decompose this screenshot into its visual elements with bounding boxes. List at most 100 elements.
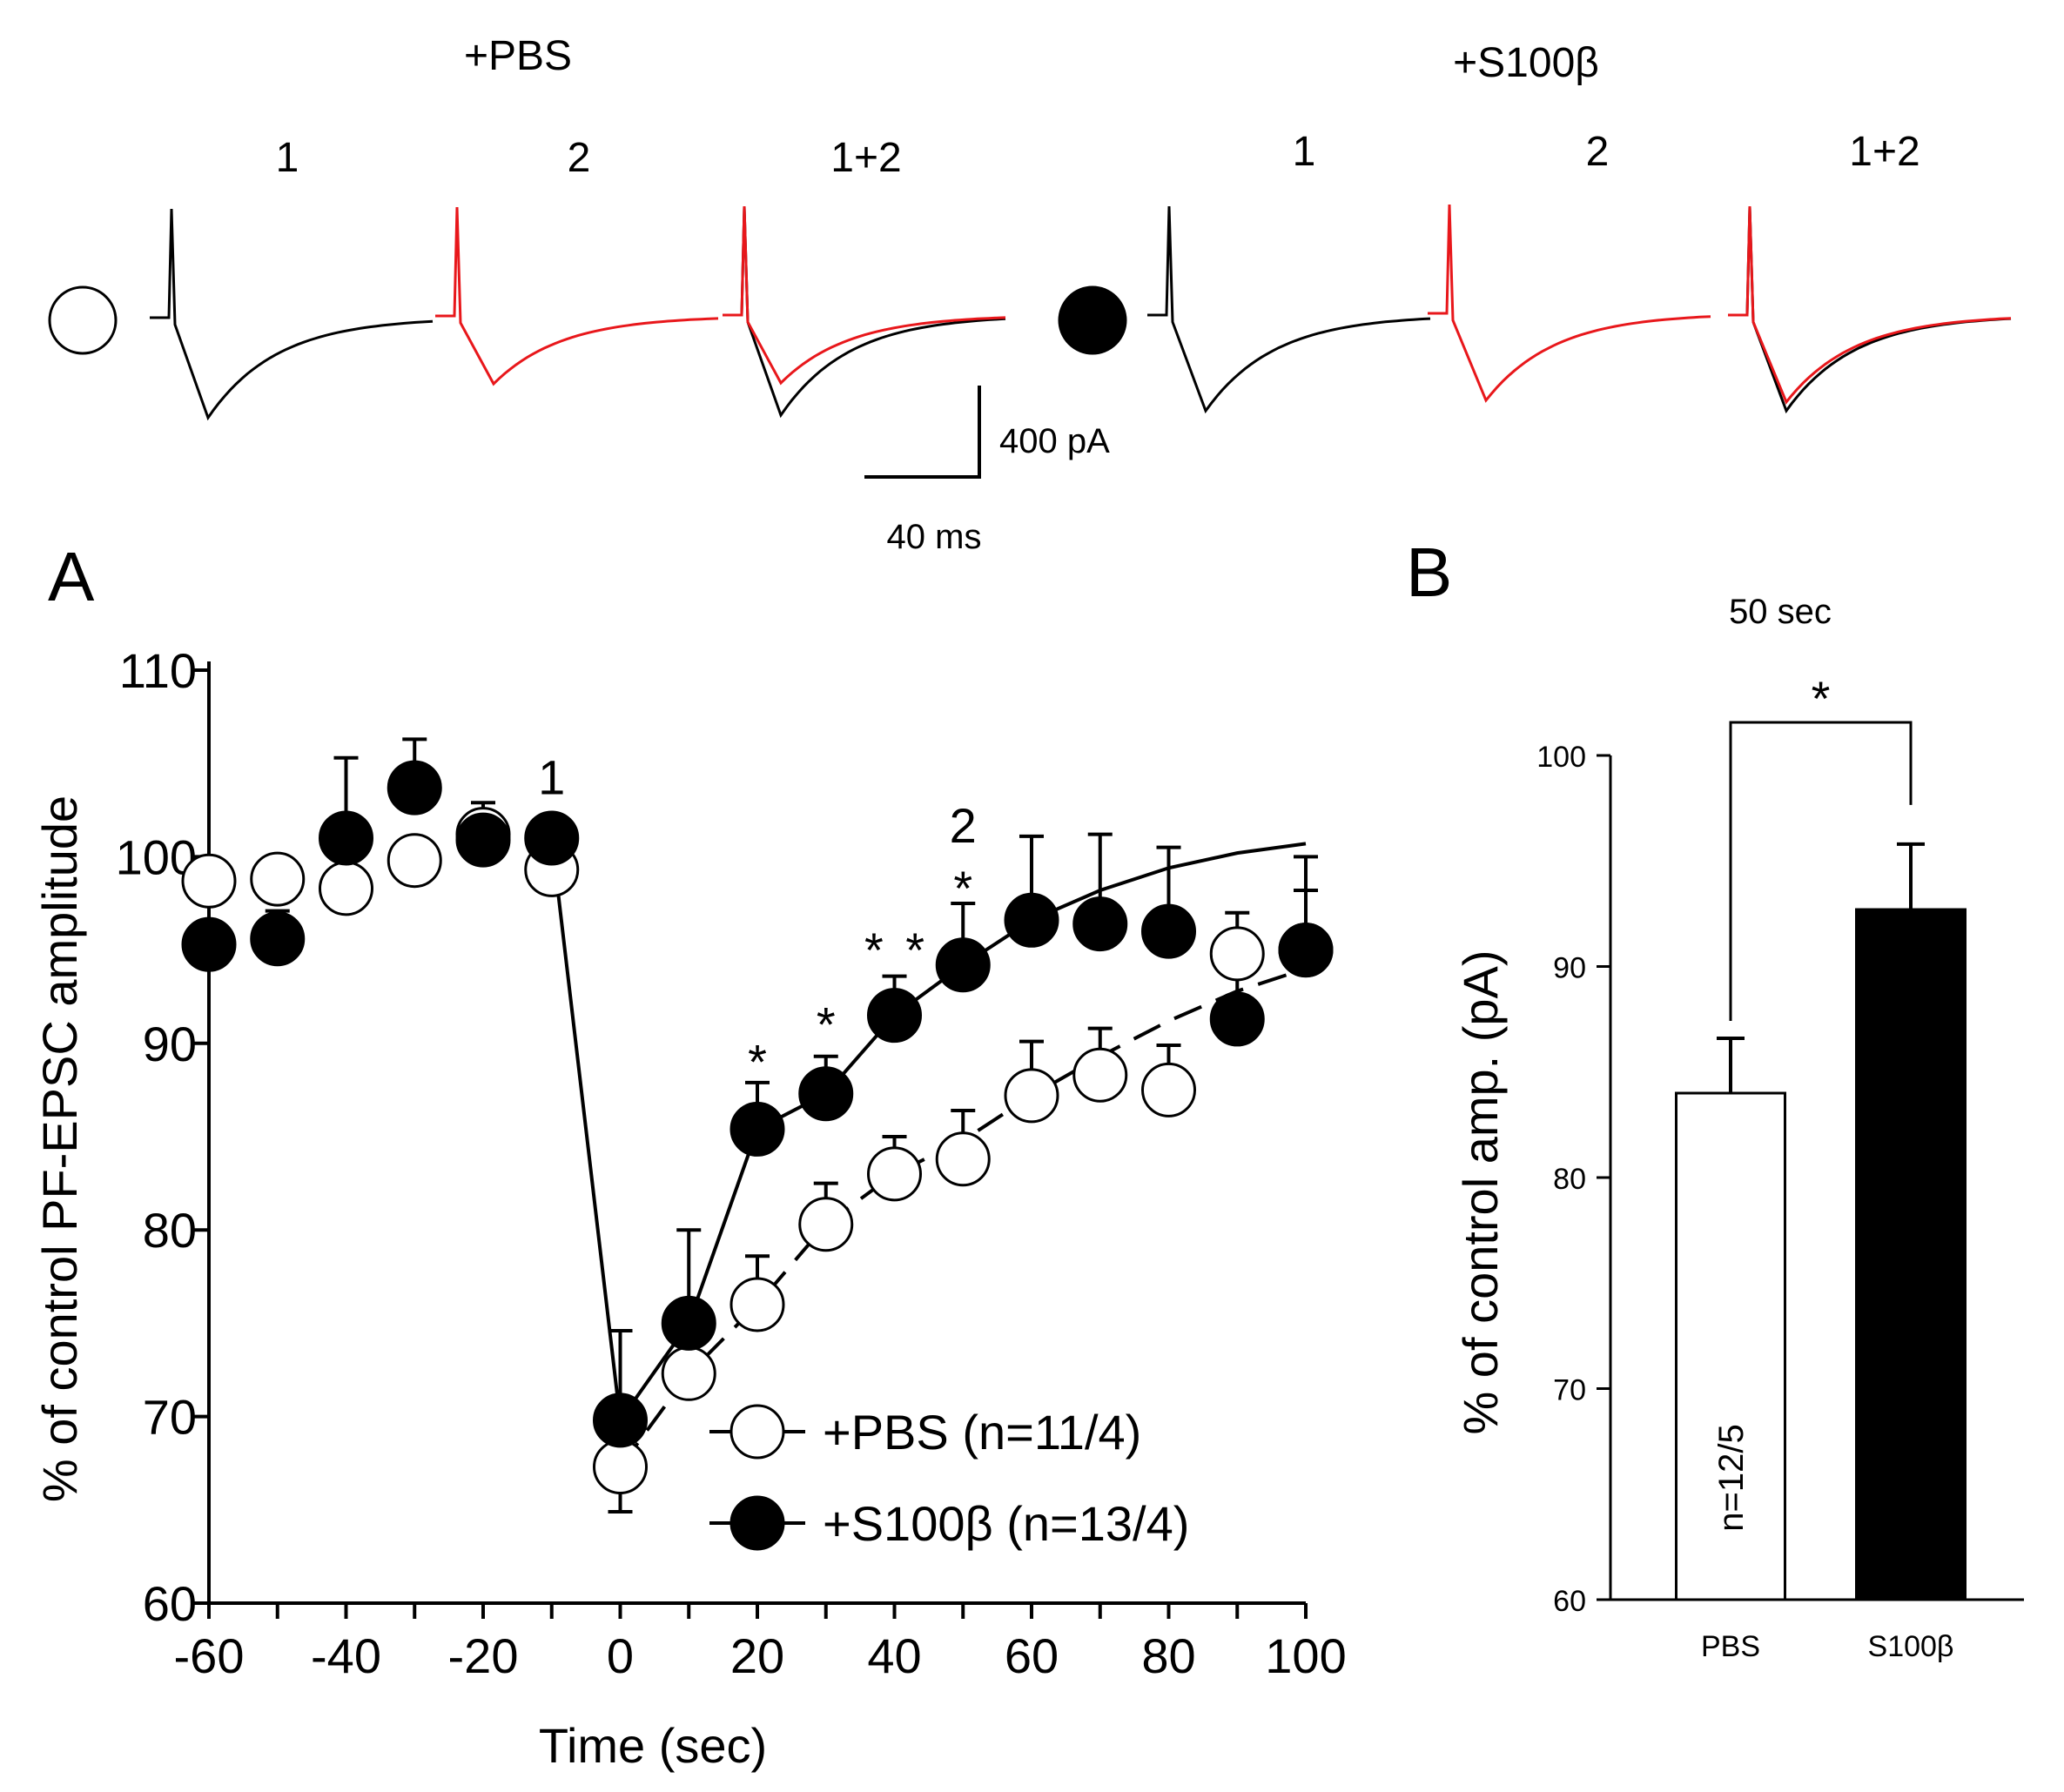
panel-a-significance-star: * bbox=[817, 997, 836, 1052]
panel-a-x-tick-label: 100 bbox=[1265, 1628, 1346, 1683]
pbs-condition-title: +PBS bbox=[464, 33, 572, 79]
panel-b-y-tick-label: 80 bbox=[1553, 1163, 1586, 1196]
panel-a-x-tick-label: 20 bbox=[730, 1628, 784, 1683]
pbs-trace-label-1: 1 bbox=[276, 135, 299, 181]
legend-marker-pbs bbox=[729, 1404, 785, 1460]
scale-bar bbox=[864, 386, 981, 479]
panel-a-y-tick-label: 80 bbox=[143, 1203, 197, 1258]
panel-a-point-pbs bbox=[1209, 926, 1265, 982]
pbs-condition-marker bbox=[48, 285, 118, 355]
panel-a-y-tick-label: 110 bbox=[119, 643, 197, 698]
pbs-trace-label-2: 2 bbox=[568, 135, 591, 181]
panel-a-point-s100 bbox=[524, 810, 580, 866]
panel-a-point-pbs bbox=[798, 1197, 854, 1252]
panel-b-bar-n-label: n=10/4 bbox=[1893, 1424, 1931, 1531]
pbs-trace-label-1plus2: 1+2 bbox=[830, 135, 901, 181]
panel-a-point-s100 bbox=[867, 988, 922, 1044]
panel-a-point-pbs bbox=[1141, 1062, 1196, 1117]
panel-a-x-tick-label: -20 bbox=[448, 1628, 519, 1683]
s100-condition-marker bbox=[1058, 285, 1127, 355]
trace-waveform-3-1 bbox=[723, 205, 1006, 419]
panel-a-point-s100 bbox=[387, 760, 442, 815]
panel-b-y-tick-label: 100 bbox=[1536, 741, 1586, 774]
panel-a-significance-star: * bbox=[864, 923, 884, 977]
trace-waveform-6-2 bbox=[1728, 205, 2012, 405]
panel-b-category-label: PBS bbox=[1701, 1630, 1760, 1663]
trace-waveform-1-1 bbox=[150, 208, 434, 421]
panel-a-point-pbs bbox=[935, 1131, 991, 1187]
panel-a-point-s100 bbox=[1209, 991, 1265, 1047]
panel-a-y-axis-label: % of control PF-EPSC amplitude bbox=[32, 795, 87, 1502]
panel-a-y-tick-label: 90 bbox=[143, 1017, 197, 1071]
s100-condition-title: +S100β bbox=[1453, 40, 1599, 86]
panel-a-point-s100 bbox=[593, 1393, 648, 1448]
panel-a-point-pbs bbox=[319, 861, 373, 916]
trace-waveform-2-1 bbox=[435, 206, 719, 386]
panel-a-y-tick-label: 60 bbox=[143, 1576, 197, 1631]
panel-a-time-course: % of control PF-EPSC amplitude Time (sec… bbox=[32, 643, 1347, 1773]
panel-a-point-s100 bbox=[181, 916, 237, 972]
panel-a-point-pbs bbox=[250, 851, 306, 907]
panel-a-point-pbs bbox=[181, 853, 237, 909]
panel-b-bar-s100 bbox=[1855, 908, 1967, 1601]
panel-a-letter: A bbox=[48, 538, 95, 615]
panel-a-x-tick-label: 0 bbox=[607, 1628, 634, 1683]
panel-a-point-s100 bbox=[1004, 892, 1059, 948]
legend-marker-s100 bbox=[729, 1495, 785, 1551]
s100-trace-label-2: 2 bbox=[1586, 129, 1610, 175]
panel-a-x-axis-label: Time (sec) bbox=[539, 1718, 767, 1773]
panel-a-point-s100 bbox=[1072, 896, 1128, 952]
panel-b-letter: B bbox=[1406, 534, 1452, 611]
panel-b-significance-star: * bbox=[1812, 671, 1831, 726]
panel-b-category-label: S100β bbox=[1868, 1630, 1954, 1663]
panel-a-point-s100 bbox=[455, 812, 511, 868]
panel-b-title: 50 sec bbox=[1729, 593, 1832, 631]
trace-waveforms bbox=[150, 204, 2012, 421]
panel-b-significance-bracket bbox=[1729, 721, 1913, 1021]
panel-a-point-s100 bbox=[935, 937, 991, 993]
panel-b-bar-n-label: n=12/5 bbox=[1712, 1424, 1751, 1531]
panel-b-bar-chart: 50 sec % of control amp. (pA) 60 70 80 90 10… bbox=[1453, 593, 2024, 1663]
panel-a-point-pbs bbox=[867, 1146, 922, 1202]
s100-trace-label-1: 1 bbox=[1293, 129, 1316, 175]
scale-time-label: 40 ms bbox=[887, 518, 982, 556]
panel-b-y-tick-label: 70 bbox=[1553, 1374, 1586, 1407]
panel-a-point-s100 bbox=[250, 911, 306, 967]
panel-a-point-pbs bbox=[387, 833, 442, 889]
panel-a-significance-star: * bbox=[953, 861, 972, 916]
panel-a-point-pbs bbox=[1004, 1068, 1059, 1124]
panel-a-point-s100 bbox=[1141, 903, 1196, 959]
panel-a-timepoint-label: 1 bbox=[538, 749, 565, 804]
panel-a-fit-line-pbs bbox=[618, 967, 1307, 1468]
traces-section: +PBS +S100β 1 2 1+2 1 2 1+2 400 pA 40 ms bbox=[48, 33, 2012, 556]
trace-waveform-4-1 bbox=[1147, 205, 1431, 414]
trace-waveform-3-2 bbox=[723, 205, 1006, 386]
trace-waveform-5-1 bbox=[1428, 204, 1711, 403]
panel-a-significance-star: * bbox=[748, 1035, 767, 1090]
scale-current-label: 400 pA bbox=[999, 422, 1110, 460]
panel-a-x-tick-label: 60 bbox=[1005, 1628, 1059, 1683]
panel-a-point-s100 bbox=[729, 1101, 785, 1157]
trace-waveform-6-1 bbox=[1728, 205, 2012, 414]
panel-a-y-tick-label: 70 bbox=[143, 1390, 197, 1445]
panel-a-x-tick-label: -40 bbox=[311, 1628, 381, 1683]
panel-a-timepoint-label: 2 bbox=[950, 798, 977, 853]
panel-b-y-tick-label: 90 bbox=[1553, 952, 1586, 985]
panel-a-point-s100 bbox=[661, 1295, 716, 1351]
panel-a-point-s100 bbox=[798, 1066, 854, 1122]
panel-a-x-tick-label: 40 bbox=[867, 1628, 921, 1683]
panel-a-x-tick-label: -60 bbox=[174, 1628, 245, 1683]
panel-a-point-s100 bbox=[319, 810, 373, 866]
panel-b-y-tick-label: 60 bbox=[1553, 1585, 1586, 1618]
panel-a-point-pbs bbox=[1072, 1047, 1128, 1103]
legend-label-s100: +S100β (n=13/4) bbox=[823, 1496, 1189, 1551]
panel-a-point-pbs bbox=[661, 1346, 716, 1401]
panel-b-y-axis-label: % of control amp. (pA) bbox=[1453, 950, 1508, 1434]
panel-a-point-pbs bbox=[729, 1277, 785, 1332]
panel-a-point-pbs bbox=[593, 1439, 648, 1494]
legend-label-pbs: +PBS (n=11/4) bbox=[823, 1405, 1141, 1460]
panel-a-x-tick-label: 80 bbox=[1141, 1628, 1195, 1683]
s100-trace-label-1plus2: 1+2 bbox=[1849, 129, 1919, 175]
panel-a-significance-star: * bbox=[905, 923, 924, 977]
